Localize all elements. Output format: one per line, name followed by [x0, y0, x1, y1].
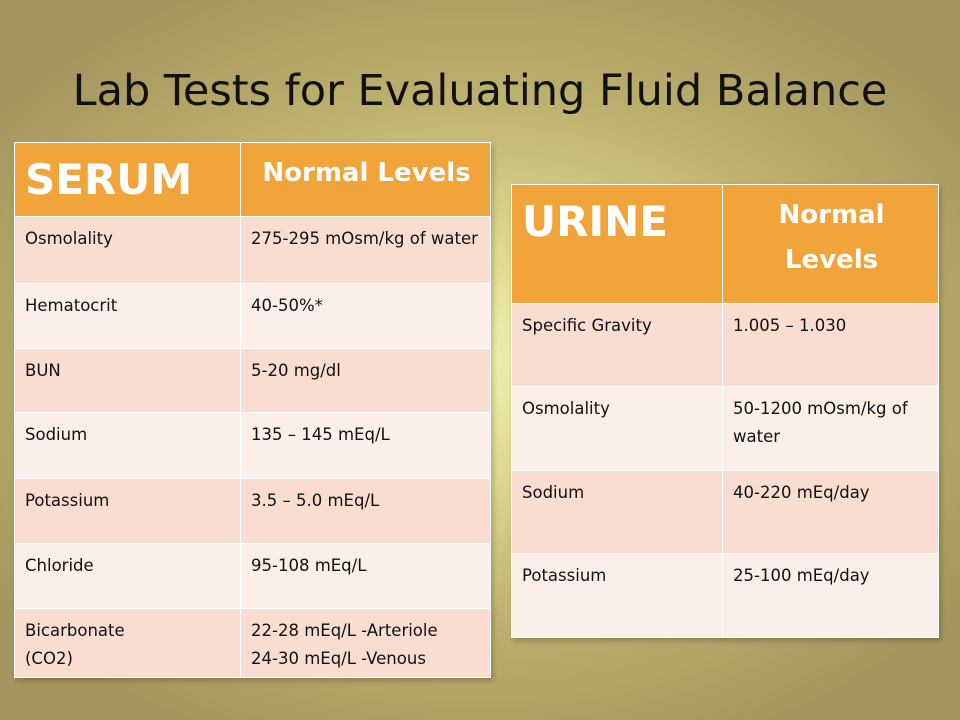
urine-test-value: 25-100 mEq/day: [722, 553, 939, 638]
serum-test-value: 22-28 mEq/L -Arteriole 24-30 mEq/L -Veno…: [240, 608, 491, 678]
serum-test-value: 40-50%*: [240, 283, 491, 349]
urine-test-name: Specific Gravity: [511, 303, 723, 387]
serum-test-name: Chloride: [14, 543, 241, 609]
urine-test-value: 40-220 mEq/day: [722, 470, 939, 554]
serum-test-value: 3.5 – 5.0 mEq/L: [240, 478, 491, 544]
urine-test-name: Sodium: [511, 470, 723, 554]
urine-test-name: Osmolality: [511, 386, 723, 471]
serum-levels-header: Normal Levels: [240, 142, 491, 217]
table-row: Potassium 3.5 – 5.0 mEq/L: [14, 478, 491, 544]
serum-test-value: 135 – 145 mEq/L: [240, 412, 491, 479]
serum-test-name: Hematocrit: [14, 283, 241, 349]
urine-test-value: 1.005 – 1.030: [722, 303, 939, 387]
table-row: Sodium 40-220 mEq/day: [511, 470, 939, 554]
serum-test-name: BUN: [14, 348, 241, 413]
table-row: Specific Gravity 1.005 – 1.030: [511, 303, 939, 387]
table-row: Osmolality 50-1200 mOsm/kg of water: [511, 386, 939, 471]
table-row: Osmolality 275-295 mOsm/kg of water: [14, 216, 491, 284]
serum-test-value: 5-20 mg/dl: [240, 348, 491, 413]
urine-test-name: Potassium: [511, 553, 723, 638]
table-row: Hematocrit 40-50%*: [14, 283, 491, 349]
serum-test-value: 275-295 mOsm/kg of water: [240, 216, 491, 284]
serum-header-row: SERUM Normal Levels: [14, 142, 491, 217]
serum-test-value: 95-108 mEq/L: [240, 543, 491, 609]
urine-test-value: 50-1200 mOsm/kg of water: [722, 386, 939, 471]
table-row: Sodium 135 – 145 mEq/L: [14, 412, 491, 479]
table-row: Chloride 95-108 mEq/L: [14, 543, 491, 609]
serum-test-name: Osmolality: [14, 216, 241, 284]
serum-test-name: Bicarbonate (CO2): [14, 608, 241, 678]
serum-test-name: Sodium: [14, 412, 241, 479]
slide-title: Lab Tests for Evaluating Fluid Balance: [72, 66, 888, 116]
urine-header: URINE: [511, 184, 723, 304]
urine-table: URINE Normal Levels Specific Gravity 1.0…: [511, 184, 939, 638]
serum-header: SERUM: [14, 142, 241, 217]
table-row: BUN 5-20 mg/dl: [14, 348, 491, 413]
serum-test-name: Potassium: [14, 478, 241, 544]
table-row: Bicarbonate (CO2) 22-28 mEq/L -Arteriole…: [14, 608, 491, 678]
table-row: Potassium 25-100 mEq/day: [511, 553, 939, 638]
urine-levels-header: Normal Levels: [722, 184, 939, 304]
urine-header-row: URINE Normal Levels: [511, 184, 939, 304]
serum-table: SERUM Normal Levels Osmolality 275-295 m…: [14, 142, 491, 678]
